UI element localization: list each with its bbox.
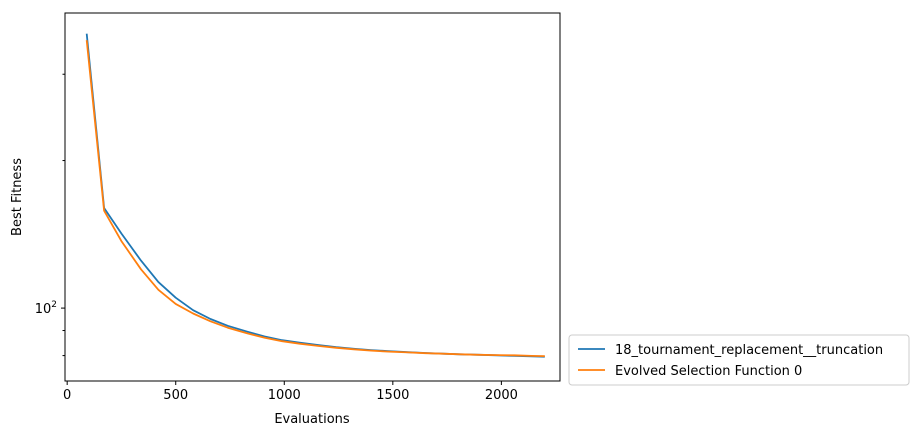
y-tick-label: 102 (35, 300, 57, 317)
series-line-1 (85, 40, 545, 357)
x-axis-label: Evaluations (274, 412, 350, 427)
x-tick-label: 2000 (485, 388, 518, 403)
legend: 18_tournament_replacement__truncation Ev… (568, 334, 910, 386)
series-layer (85, 33, 545, 358)
plot-frame (64, 12, 561, 382)
x-axis-ticks: 0 500 1000 1500 2000 (63, 381, 518, 403)
x-tick-label: 0 (63, 388, 71, 403)
y-axis-ticks: 102 (35, 73, 65, 357)
x-tick-label: 1500 (376, 388, 409, 403)
legend-box (568, 334, 910, 386)
x-tick-label: 500 (163, 388, 188, 403)
legend-label-tournament: 18_tournament_replacement__truncation (615, 343, 883, 358)
legend-label-evolved: Evolved Selection Function 0 (615, 364, 802, 379)
plot-area (65, 13, 560, 381)
y-axis-label: Best Fitness (10, 158, 25, 236)
x-tick-label: 1000 (268, 388, 301, 403)
